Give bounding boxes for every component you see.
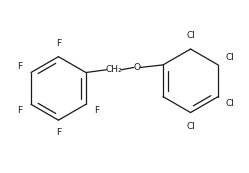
Text: CH₂: CH₂ bbox=[105, 65, 122, 74]
Text: O: O bbox=[133, 63, 140, 72]
Text: Cl: Cl bbox=[226, 99, 235, 108]
Text: F: F bbox=[56, 128, 61, 137]
Text: Cl: Cl bbox=[186, 122, 195, 131]
Text: F: F bbox=[17, 106, 22, 115]
Text: Cl: Cl bbox=[226, 53, 235, 62]
Text: F: F bbox=[56, 39, 61, 48]
Text: F: F bbox=[17, 62, 22, 71]
Text: Cl: Cl bbox=[186, 31, 195, 40]
Text: F: F bbox=[94, 106, 100, 115]
